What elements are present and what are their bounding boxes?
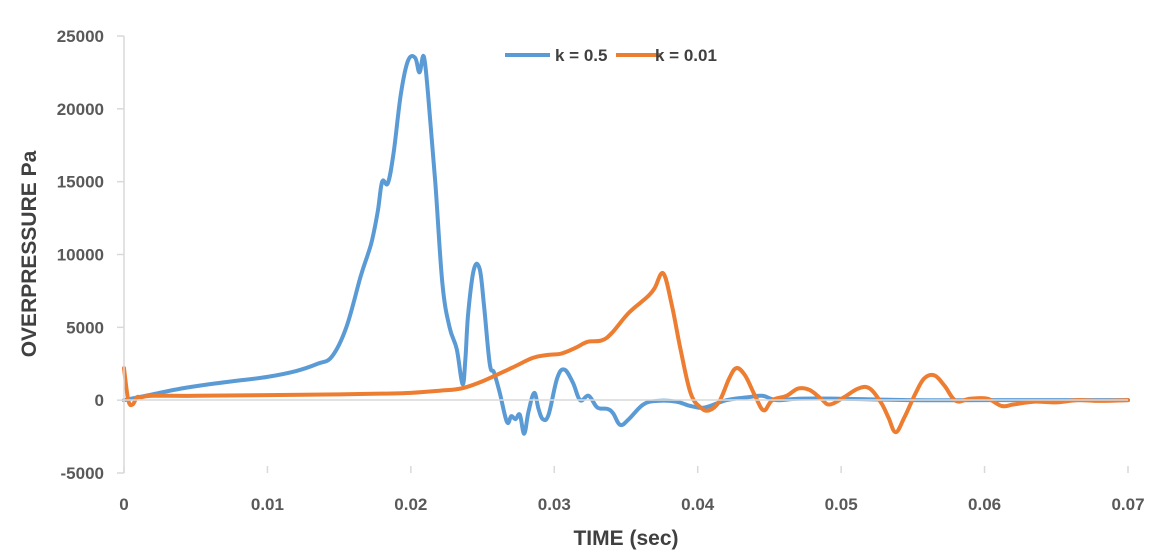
x-tick-label: 0.07 [1111,495,1144,514]
y-tick-label: 10000 [57,246,104,265]
y-tick-label: 0 [95,391,104,410]
x-tick-label: 0.06 [968,495,1001,514]
x-axis-title: TIME (sec) [573,527,678,550]
y-tick-label: -5000 [61,464,104,483]
y-tick-labels: -5000 0 5000 10000 15000 20000 25000 [57,27,104,483]
y-tick-label: 5000 [66,318,104,337]
x-tick-label: 0.01 [251,495,284,514]
y-axis-title: OVERPRESSURE Pa [18,150,41,357]
y-tick-label: 15000 [57,173,104,192]
x-tick-label: 0.04 [681,495,715,514]
x-tick-label: 0.05 [825,495,858,514]
x-tick-marks [123,466,1129,473]
legend-label-k-001: k = 0.01 [655,46,717,65]
y-tick-label: 20000 [57,100,104,119]
legend: k = 0.5 k = 0.01 [505,46,717,65]
x-tick-label: 0.02 [394,495,427,514]
legend-item-k-001: k = 0.01 [616,46,717,65]
series-line-k-05 [122,53,1130,436]
legend-item-k-05: k = 0.5 [505,46,607,65]
x-tick-label: 0 [119,495,128,514]
series-line-k-001 [122,270,1130,435]
plot-area [122,53,1130,436]
axes [117,35,1129,474]
x-tick-label: 0.03 [538,495,571,514]
x-tick-labels: 0 0.01 0.02 0.03 0.04 0.05 0.06 0.07 [119,495,1144,514]
y-tick-marks [117,35,124,474]
legend-label-k-05: k = 0.5 [555,46,607,65]
y-tick-label: 25000 [57,27,104,46]
